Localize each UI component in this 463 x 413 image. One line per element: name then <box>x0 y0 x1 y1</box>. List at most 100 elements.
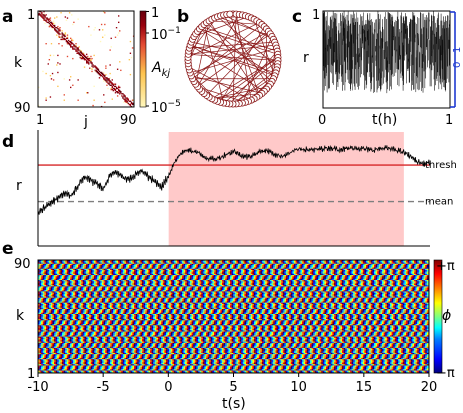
phase-cell <box>401 261 403 263</box>
phase-cell <box>265 270 267 272</box>
phase-cell <box>292 262 295 264</box>
phase-cell <box>193 260 195 262</box>
phase-cell <box>87 278 90 281</box>
phase-cell <box>393 260 395 262</box>
phase-cell <box>412 276 415 278</box>
phase-cell <box>273 268 275 271</box>
phase-cell <box>292 271 295 273</box>
phase-cell <box>305 271 307 273</box>
phase-cell <box>273 277 275 280</box>
phase-cell <box>183 278 186 281</box>
phase-cell <box>106 262 109 264</box>
phase-cell <box>390 270 392 272</box>
phase-cell <box>308 278 311 281</box>
phase-cell <box>281 261 283 263</box>
phase-cell <box>425 277 427 280</box>
phase-cell <box>359 277 362 280</box>
phase-cell <box>230 270 232 272</box>
phase-cell <box>415 278 418 281</box>
phase-cell <box>230 268 232 271</box>
phase-cell <box>196 275 199 277</box>
phase-cell <box>62 270 64 272</box>
phase-cell <box>198 275 200 277</box>
phase-cell <box>167 270 170 272</box>
phase-cell <box>407 275 410 277</box>
phase-cell <box>100 260 103 262</box>
phase-cell <box>113 263 115 266</box>
matrix-cell <box>103 78 105 80</box>
phase-cell <box>239 277 242 280</box>
phase-cell <box>378 275 381 277</box>
phase-cell <box>63 277 66 280</box>
phase-cell <box>54 260 56 262</box>
phase-cell <box>287 278 290 281</box>
phase-cell <box>257 272 259 275</box>
phase-cell <box>78 260 80 262</box>
phase-cell <box>393 273 395 276</box>
phase-cell <box>407 272 410 275</box>
phase-cell <box>356 266 359 268</box>
matrix-cell <box>73 44 75 46</box>
panel-c-side-tick-0: 0 <box>452 62 463 68</box>
phase-cell <box>153 271 155 273</box>
phase-cell <box>382 272 384 275</box>
phase-cell <box>95 275 98 277</box>
phase-cell <box>382 262 384 264</box>
phase-cell <box>294 280 296 282</box>
matrix-cell <box>78 52 80 54</box>
phase-cell <box>142 281 144 283</box>
phase-cell <box>207 278 210 281</box>
phase-cell <box>186 275 189 277</box>
phase-cell <box>244 281 247 283</box>
phase-cell <box>116 278 119 281</box>
phase-cell <box>188 275 191 277</box>
phase-cell <box>278 276 280 278</box>
phase-cell <box>270 276 272 278</box>
phase-cell <box>361 272 363 275</box>
phase-cell <box>169 275 171 277</box>
phase-cell <box>182 268 184 271</box>
phase-cell <box>66 261 69 263</box>
phase-cell <box>263 276 266 278</box>
phase-cell <box>71 276 74 278</box>
phase-cell <box>223 276 226 278</box>
phase-cell <box>330 278 333 281</box>
phase-cell <box>158 270 160 272</box>
phase-cell <box>370 271 373 273</box>
phase-cell <box>231 267 234 269</box>
phase-cell <box>137 272 139 275</box>
phase-cell <box>370 278 373 281</box>
phase-cell <box>185 281 187 283</box>
phase-cell <box>367 271 370 273</box>
matrix-cell <box>118 32 120 34</box>
phase-cell <box>156 281 159 283</box>
phase-cell <box>73 273 75 276</box>
phase-cell <box>62 281 64 283</box>
phase-cell <box>308 280 311 282</box>
phase-cell <box>265 263 267 266</box>
phase-cell <box>228 273 231 276</box>
matrix-cell <box>50 25 53 28</box>
phase-cell <box>305 267 307 269</box>
phase-cell <box>290 262 293 264</box>
phase-cell <box>132 275 135 277</box>
matrix-cell <box>106 81 108 83</box>
phase-cell <box>407 267 410 269</box>
phase-cell <box>146 260 149 262</box>
phase-cell <box>87 280 90 282</box>
phase-cell <box>167 278 170 281</box>
phase-cell <box>44 272 47 275</box>
phase-cell <box>98 265 101 267</box>
network-edge <box>187 22 260 58</box>
phase-cell <box>308 261 311 263</box>
phase-cell <box>135 271 138 273</box>
phase-cell <box>321 276 323 278</box>
phase-cell <box>319 268 322 271</box>
phase-cell <box>177 265 179 267</box>
phase-cell <box>65 271 67 273</box>
phase-cell <box>382 271 384 273</box>
matrix-cell <box>72 39 74 42</box>
phase-cell <box>257 270 259 272</box>
phase-cell <box>182 260 184 262</box>
phase-cell <box>375 268 378 271</box>
